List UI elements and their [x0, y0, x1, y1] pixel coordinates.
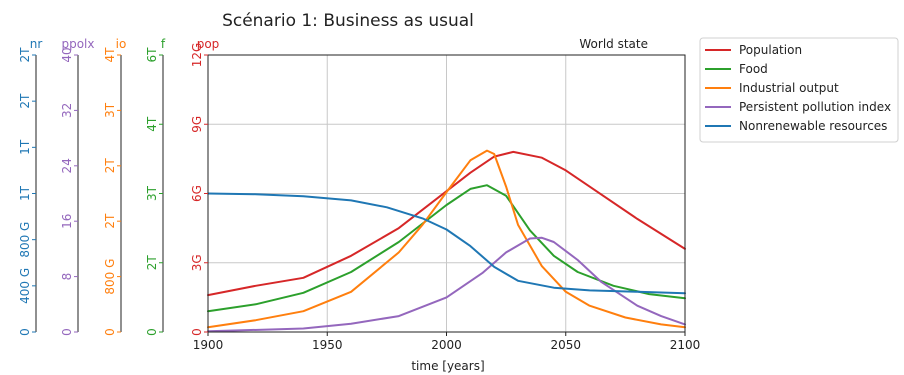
chart-title: Scénario 1: Business as usual — [222, 11, 474, 31]
series-line-3 — [207, 236, 686, 333]
y-axes: nr 0 400 G 800 G 1T 1T 2T 2T ppolx 0 8 16 24 32 40 io 0 8… — [18, 37, 219, 336]
legend-label: Persistent pollution index — [739, 100, 891, 114]
y-tick-label: 4T — [103, 47, 117, 63]
y-axis-ppolx: ppolx 0 8 16 24 32 40 — [60, 37, 95, 336]
y-axis-pop: pop 0 3G 6G 9G 12G — [190, 37, 219, 336]
series-line-4 — [207, 192, 686, 295]
y-tick-label: 400 G — [18, 268, 32, 304]
x-tick-label: 1900 — [193, 338, 224, 352]
y-tick-label: 0 — [103, 328, 117, 336]
legend-label: Food — [739, 62, 768, 76]
legend: Population Food Industrial output Persisten… — [699, 37, 899, 143]
y-tick-label: 3G — [190, 254, 204, 271]
x-axis-label: time [years] — [411, 359, 484, 373]
y-tick-label: 1T — [18, 185, 32, 201]
y-tick-label: 2T — [18, 93, 32, 109]
legend-label: Nonrenewable resources — [739, 119, 887, 133]
legend-item: Persistent pollution index — [705, 100, 891, 114]
legend-item: Nonrenewable resources — [705, 119, 887, 133]
series-line-0 — [207, 150, 686, 297]
y-tick-label: 6G — [190, 185, 204, 202]
y-axis-label: f — [161, 37, 166, 51]
series-line-2 — [207, 149, 686, 329]
y-tick-label: 800 G — [103, 259, 117, 295]
y-tick-label: 12G — [190, 43, 204, 68]
y-axis-label: ppolx — [61, 37, 94, 51]
y-tick-label: 3T — [103, 102, 117, 118]
legend-label: Industrial output — [739, 81, 839, 95]
x-tick-label: 2050 — [550, 338, 581, 352]
y-tick-label: 2T — [103, 213, 117, 229]
y-tick-label: 0 — [18, 328, 32, 336]
y-tick-label: 32 — [60, 103, 74, 118]
y-tick-label: 0 — [145, 328, 159, 336]
y-tick-label: 16 — [60, 214, 74, 229]
y-tick-label: 2T — [145, 255, 159, 271]
y-axis-nr: nr 0 400 G 800 G 1T 1T 2T 2T — [18, 37, 42, 336]
y-tick-label: 800 G — [18, 222, 32, 258]
y-axis-io: io 0 800 G 2T 2T 3T 4T — [103, 37, 126, 336]
y-tick-label: 6T — [145, 47, 159, 63]
x-tick-label: 2000 — [431, 338, 462, 352]
y-tick-label: 40 — [60, 47, 74, 62]
y-axis-label: nr — [30, 37, 43, 51]
legend-item: Food — [705, 62, 768, 76]
legend-item: Industrial output — [705, 81, 839, 95]
y-tick-label: 2T — [18, 47, 32, 63]
legend-label: Population — [739, 43, 802, 57]
y-tick-label: 0 — [190, 328, 204, 336]
plot-annotation: World state — [579, 37, 648, 51]
y-axis-label: pop — [197, 37, 220, 51]
series-layer — [207, 149, 686, 333]
legend-box — [699, 37, 899, 143]
y-axis-label: io — [116, 37, 127, 51]
y-tick-label: 0 — [60, 328, 74, 336]
y-axis-f: f 0 2T 3T 4T 6T — [145, 37, 166, 336]
y-tick-label: 1T — [18, 139, 32, 155]
x-tick-label: 1950 — [312, 338, 343, 352]
y-tick-label: 9G — [190, 116, 204, 133]
y-tick-label: 2T — [103, 158, 117, 174]
x-tick-label: 2100 — [670, 338, 701, 352]
legend-item: Population — [705, 43, 802, 57]
y-tick-label: 4T — [145, 116, 159, 132]
y-tick-label: 3T — [145, 185, 159, 201]
y-tick-label: 24 — [60, 158, 74, 173]
y-tick-label: 8 — [60, 273, 74, 281]
x-axis: 1900 1950 2000 2050 2100 — [193, 332, 701, 352]
